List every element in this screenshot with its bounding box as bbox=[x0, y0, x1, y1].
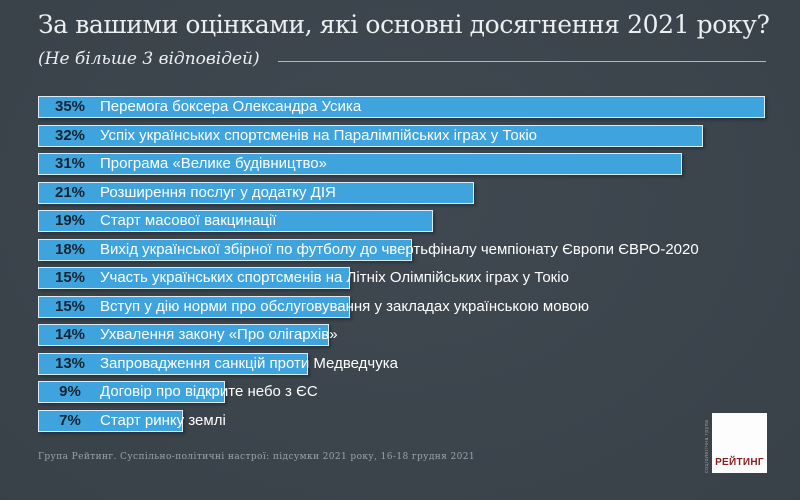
bar-row: 18% Вихід української збірної по футболу… bbox=[38, 238, 765, 261]
bar-row: 35% Перемога боксера Олександра Усика bbox=[38, 96, 765, 118]
bar-fill bbox=[38, 352, 309, 375]
bar-fill bbox=[38, 381, 225, 403]
bar-value: 21% bbox=[54, 183, 86, 201]
bar-value: 15% bbox=[54, 297, 86, 315]
bar-fill bbox=[38, 210, 433, 232]
logo-brand-text: РЕЙТИНГ bbox=[715, 457, 764, 468]
bar-label: Запровадження санкцій проти Медведчука bbox=[100, 354, 398, 372]
bar-fill bbox=[38, 267, 350, 289]
bar-row: 31% Програма «Велике будівництво» bbox=[38, 153, 765, 175]
bar-value: 32% bbox=[54, 126, 86, 144]
logo-tagline: соціологічна група bbox=[704, 419, 710, 473]
bar-label: Ухвалення закону «Про олігархів» bbox=[100, 326, 338, 343]
chart-subtitle: (Не більше 3 відповідей) bbox=[38, 49, 260, 69]
bar-chart: 35% Перемога боксера Олександра Усика 32… bbox=[38, 96, 765, 438]
bar-label: Старт ринку землі bbox=[100, 411, 226, 429]
bar-fill bbox=[38, 96, 765, 118]
bar-label: Вступ у дію норми про обслуговування у з… bbox=[100, 297, 589, 315]
bar-label: Успіх українських спортсменів на Паралім… bbox=[100, 126, 538, 144]
bar-row: 13% Запровадження санкцій проти Медведчу… bbox=[38, 352, 765, 375]
bar-fill bbox=[38, 295, 350, 318]
bar-label: Участь українських спортсменів на Літніх… bbox=[100, 269, 569, 286]
bar-row: 15% Участь українських спортсменів на Лі… bbox=[38, 267, 765, 289]
bar-fill bbox=[38, 181, 475, 204]
source-note: Група Рейтинг. Суспільно-політичні настр… bbox=[38, 452, 476, 462]
bar-fill bbox=[38, 153, 682, 175]
bar-label: Розширення послуг у додатку ДІЯ bbox=[100, 183, 336, 201]
bar-row: 21% Розширення послуг у додатку ДІЯ bbox=[38, 181, 765, 204]
bar-value: 35% bbox=[54, 98, 86, 115]
bar-label: Вихід української збірної по футболу до … bbox=[100, 240, 699, 258]
bar-fill bbox=[38, 124, 703, 147]
chart-subtitle-row: (Не більше 3 відповідей) bbox=[38, 49, 766, 69]
bar-row: 19% Старт масової вакцинації bbox=[38, 210, 765, 232]
chart-title: За вашими оцінками, які основні досягнен… bbox=[38, 10, 770, 39]
bar-value: 7% bbox=[59, 411, 81, 429]
rating-group-logo: соціологічна група РЕЙТИНГ bbox=[704, 413, 767, 473]
bar-value: 13% bbox=[54, 354, 86, 372]
bar-value: 15% bbox=[54, 269, 86, 286]
bar-value: 19% bbox=[54, 212, 86, 229]
chart-header: За вашими оцінками, які основні досягнен… bbox=[38, 8, 770, 69]
bar-row: 7% Старт ринку землі bbox=[38, 409, 765, 432]
bar-row: 15% Вступ у дію норми про обслуговування… bbox=[38, 295, 765, 318]
bar-fill bbox=[38, 324, 329, 346]
bar-fill bbox=[38, 238, 412, 261]
header-divider-line bbox=[277, 60, 766, 62]
bar-label: Договір про відкрите небо з ЄС bbox=[100, 383, 318, 400]
bar-row: 9% Договір про відкрите небо з ЄС bbox=[38, 381, 765, 403]
bar-label: Старт масової вакцинації bbox=[100, 212, 277, 229]
bar-fill bbox=[38, 409, 184, 432]
bar-value: 18% bbox=[54, 240, 86, 258]
bar-row: 32% Успіх українських спортсменів на Пар… bbox=[38, 124, 765, 147]
bar-value: 31% bbox=[54, 155, 86, 172]
bar-label: Перемога боксера Олександра Усика bbox=[100, 98, 362, 115]
bar-label: Програма «Велике будівництво» bbox=[100, 155, 327, 172]
bar-value: 9% bbox=[59, 383, 81, 400]
bar-row: 14% Ухвалення закону «Про олігархів» bbox=[38, 324, 765, 346]
bar-value: 14% bbox=[54, 326, 86, 343]
